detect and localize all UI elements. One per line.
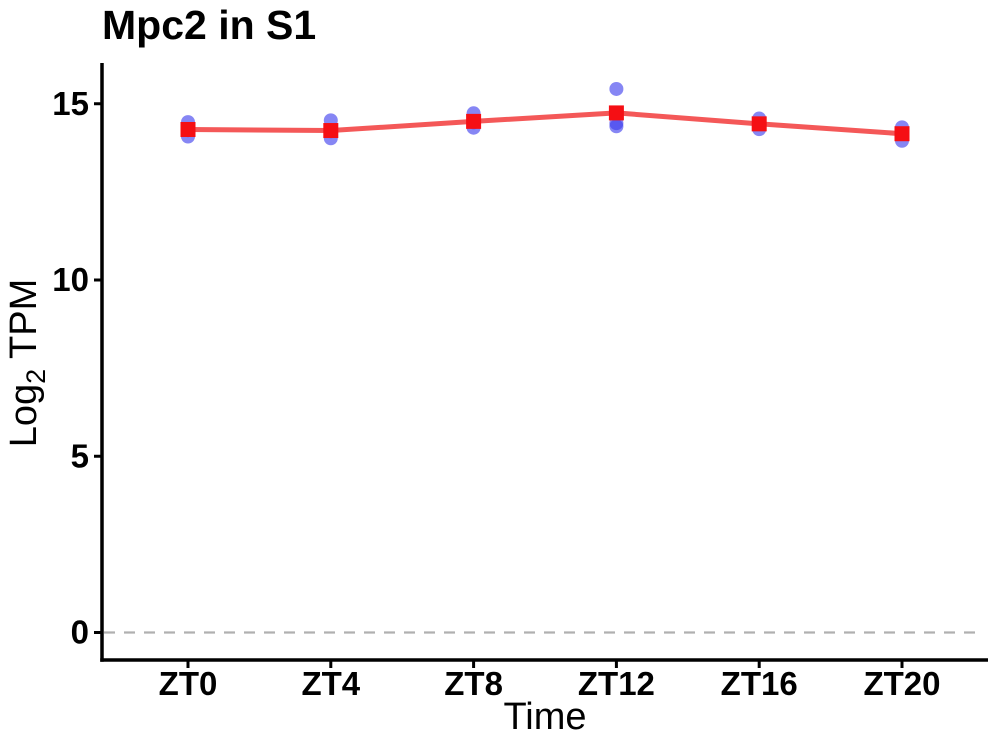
mean-marker [466, 113, 482, 129]
y-axis-title-pre: Log [3, 383, 45, 448]
x-tick-label: ZT0 [159, 665, 218, 702]
x-tick-label: ZT12 [578, 665, 655, 702]
chart-title: Mpc2 in S1 [102, 2, 317, 48]
mean-line [187, 110, 903, 137]
y-axis-title-subscript: 2 [21, 368, 51, 384]
x-tick-label: ZT16 [721, 665, 798, 702]
replicate-point [609, 81, 624, 96]
y-axis-title-post: TPM [3, 278, 45, 369]
mean-marker [608, 105, 624, 121]
replicate-point [609, 119, 624, 134]
y-tick-label: 5 [71, 437, 89, 474]
y-tick-label: 10 [52, 261, 89, 298]
y-axis-title: Log2 TPM [2, 213, 51, 513]
mean-marker [894, 126, 910, 142]
y-tick-label: 15 [52, 85, 89, 122]
x-axis-title: Time [503, 696, 587, 738]
mean-marker [180, 121, 196, 137]
x-tick-label: ZT8 [444, 665, 503, 702]
mean-marker [323, 123, 339, 139]
x-tick-label: ZT4 [301, 665, 360, 702]
y-tick-label: 0 [71, 614, 89, 651]
mean-marker [751, 116, 767, 132]
x-tick-label: ZT20 [863, 665, 940, 702]
